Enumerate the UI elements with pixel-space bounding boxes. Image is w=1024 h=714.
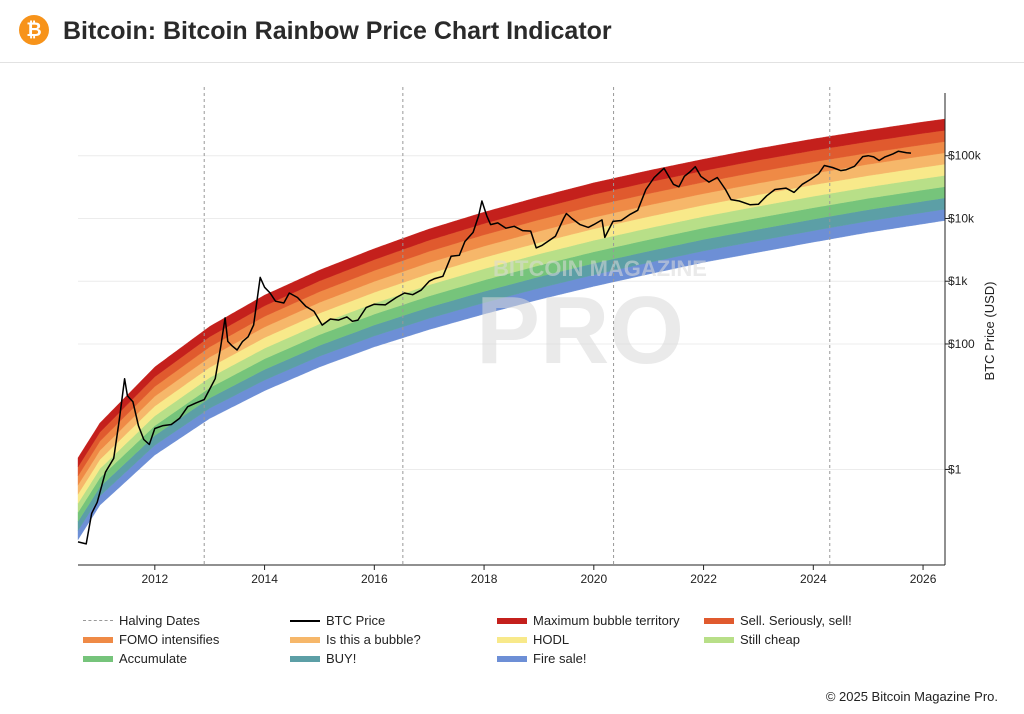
x-tick-label: 2024 bbox=[800, 572, 827, 586]
x-tick-label: 2020 bbox=[580, 572, 607, 586]
watermark-line2: PRO bbox=[476, 277, 684, 384]
legend-label: HODL bbox=[533, 632, 570, 647]
legend-swatch bbox=[290, 637, 320, 643]
x-tick-label: 2016 bbox=[361, 572, 388, 586]
btc-price-line bbox=[77, 150, 912, 545]
legend-swatch bbox=[497, 656, 527, 662]
legend-label: BTC Price bbox=[326, 613, 386, 628]
legend-label: BUY! bbox=[326, 651, 357, 666]
page-title: Bitcoin: Bitcoin Rainbow Price Chart Ind… bbox=[63, 17, 612, 45]
bitcoin-icon: ₿ bbox=[19, 15, 49, 45]
legend-label: FOMO intensifies bbox=[119, 632, 220, 647]
copyright-text: © 2025 Bitcoin Magazine Pro. bbox=[825, 689, 998, 704]
x-tick-label: 2012 bbox=[141, 572, 168, 586]
x-tick-label: 2022 bbox=[690, 572, 717, 586]
axes: 2012 2014 2016 2018 2020 2022 2024 2026 $1 $100 $1… bbox=[78, 93, 982, 586]
rainbow-chart: BITCOIN MAGAZINE PRO 2012 2014 2016 2018 202… bbox=[77, 87, 997, 586]
y-tick-label: $100 bbox=[948, 337, 975, 351]
y-tick-label: $100k bbox=[948, 149, 982, 163]
y-tick-label: $1 bbox=[948, 462, 962, 476]
chart-legend: Halving Dates BTC Price Maximum bubble ter… bbox=[0, 612, 1024, 672]
legend-label: Still cheap bbox=[740, 632, 800, 647]
btc-price-series bbox=[77, 150, 912, 545]
legend-swatch bbox=[497, 618, 527, 624]
watermark: BITCOIN MAGAZINE PRO bbox=[476, 256, 707, 384]
page-header: ₿ Bitcoin: Bitcoin Rainbow Price Chart I… bbox=[0, 0, 1024, 63]
legend-swatch bbox=[290, 620, 320, 622]
legend-swatch bbox=[704, 618, 734, 624]
legend-label: Sell. Seriously, sell! bbox=[740, 613, 852, 628]
legend-swatch bbox=[83, 637, 113, 643]
y-axis-label: BTC Price (USD) bbox=[982, 282, 997, 381]
x-tick-label: 2018 bbox=[471, 572, 498, 586]
y-tick-label: $1k bbox=[948, 274, 968, 288]
legend-swatch bbox=[290, 656, 320, 662]
legend-label: Maximum bubble territory bbox=[533, 613, 680, 628]
y-tick-label: $10k bbox=[948, 211, 975, 225]
legend-swatch bbox=[704, 637, 734, 643]
x-tick-label: 2014 bbox=[251, 572, 278, 586]
legend-swatch bbox=[497, 637, 527, 643]
x-tick-label: 2026 bbox=[910, 572, 937, 586]
watermark-line1: BITCOIN MAGAZINE bbox=[493, 256, 707, 281]
legend-label: Halving Dates bbox=[119, 613, 200, 628]
legend-label: Is this a bubble? bbox=[326, 632, 421, 647]
legend-label: Fire sale! bbox=[533, 651, 587, 666]
legend-swatch bbox=[83, 656, 113, 662]
legend-label: Accumulate bbox=[119, 651, 187, 666]
legend-swatch bbox=[83, 620, 113, 621]
